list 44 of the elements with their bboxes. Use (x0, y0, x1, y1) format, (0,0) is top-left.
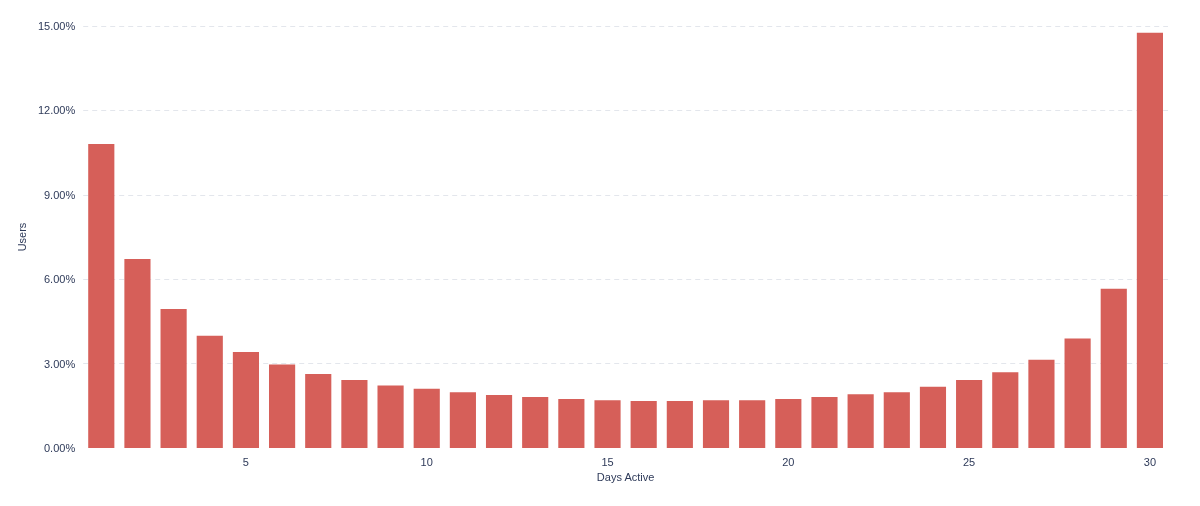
bar (269, 364, 296, 448)
bar (305, 374, 332, 448)
bar (196, 335, 223, 448)
y-tick-label: 15.00% (37, 20, 76, 32)
bar (449, 392, 476, 448)
y-tick-label: 9.00% (44, 188, 76, 201)
bar (811, 397, 838, 448)
bar (594, 400, 621, 448)
bar (847, 394, 874, 448)
bar (630, 401, 657, 448)
bar (341, 379, 368, 448)
y-tick-label: 3.00% (44, 357, 76, 370)
bar (124, 258, 151, 448)
x-tick-label: 15 (601, 455, 614, 468)
bar (992, 372, 1019, 448)
bar (702, 400, 730, 448)
y-tick-label: 6.00% (44, 273, 76, 286)
bar (666, 401, 693, 448)
bar (739, 400, 766, 448)
bar (883, 392, 910, 448)
bar (919, 386, 947, 448)
x-tick-label: 10 (420, 455, 433, 468)
bar (413, 388, 440, 448)
bar (1064, 338, 1091, 448)
bar (522, 397, 549, 448)
x-axis-title: Days Active (596, 471, 655, 484)
bar (1028, 359, 1055, 448)
x-tick-label: 25 (963, 455, 976, 468)
bar (485, 395, 513, 448)
bar (775, 399, 802, 448)
x-tick-label: 30 (1143, 455, 1157, 468)
bar (377, 385, 404, 448)
bar (1100, 288, 1127, 448)
y-axis-title: Users (15, 222, 28, 252)
bar (956, 379, 983, 448)
bar (232, 352, 260, 448)
x-tick-label: 20 (782, 455, 795, 468)
bar (160, 309, 187, 448)
y-tick-label: 12.00% (37, 104, 76, 117)
x-tick-label: 5 (242, 455, 249, 468)
bar (558, 399, 585, 448)
bar (88, 143, 115, 448)
bar (1136, 32, 1163, 448)
y-tick-label: 0.00% (44, 442, 76, 454)
